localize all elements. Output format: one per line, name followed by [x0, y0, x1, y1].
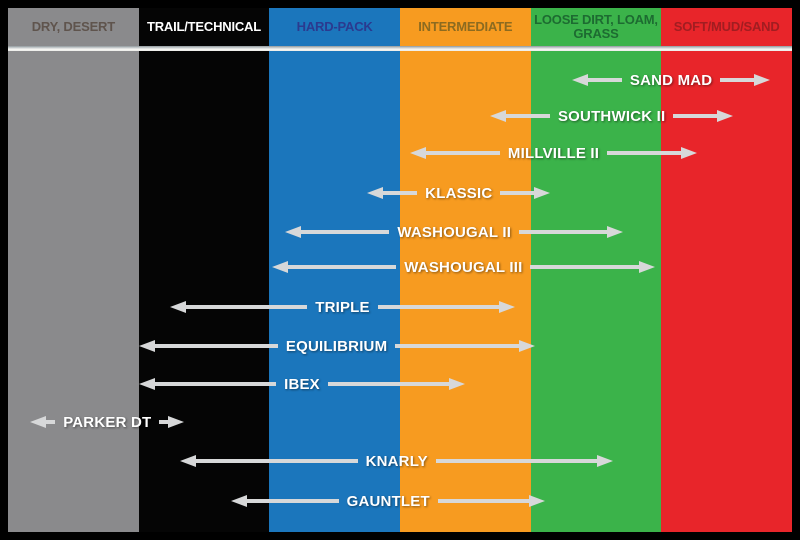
- arrow-right-icon: [168, 416, 185, 428]
- arrow-left-icon: [138, 378, 155, 390]
- tire-row-parker-dt: PARKER DT: [30, 411, 185, 433]
- arrow-right-icon: [717, 110, 734, 122]
- arrow-line: [437, 499, 530, 503]
- column-intermediate: INTERMEDIATE: [400, 8, 531, 532]
- arrow-right-icon: [607, 226, 624, 238]
- tire-label: WASHOUGAL II: [397, 223, 512, 241]
- arrow-left-icon: [231, 495, 248, 507]
- tire-label: EQUILIBRIUM: [285, 337, 388, 355]
- arrow-line: [186, 305, 308, 309]
- header-divider-line: [8, 46, 792, 51]
- arrow-line: [435, 459, 597, 463]
- arrow-line: [377, 305, 499, 309]
- tire-row-washougal-ii: WASHOUGAL II: [285, 221, 624, 243]
- tire-label: MILLVILLE II: [507, 144, 600, 162]
- arrow-line: [247, 499, 339, 503]
- arrow-right-icon: [529, 495, 546, 507]
- arrow-line: [301, 230, 390, 234]
- arrow-line: [154, 382, 277, 386]
- arrow-line: [287, 265, 397, 269]
- arrow-line: [159, 420, 169, 424]
- arrow-right-icon: [518, 340, 535, 352]
- arrow-line: [46, 420, 56, 424]
- arrow-line: [519, 230, 608, 234]
- tire-label: IBEX: [284, 375, 320, 393]
- column-soft-mud-sand: SOFT/MUD/SAND: [661, 8, 792, 532]
- arrow-left-icon: [138, 340, 155, 352]
- column-header-label: INTERMEDIATE: [418, 18, 513, 34]
- arrow-line: [383, 191, 418, 195]
- arrow-right-icon: [534, 187, 551, 199]
- arrow-line: [395, 344, 519, 348]
- tire-row-knarly: KNARLY: [180, 450, 613, 472]
- column-dry-desert: DRY, DESERT: [8, 8, 139, 532]
- arrow-line: [506, 114, 550, 118]
- tire-label: GAUNTLET: [346, 492, 430, 510]
- tire-label: SAND MAD: [629, 71, 713, 89]
- arrow-line: [500, 191, 535, 195]
- column-header-label: HARD-PACK: [296, 18, 373, 34]
- tire-row-millville-ii: MILLVILLE II: [410, 142, 697, 164]
- tire-label: TRIPLE: [315, 298, 370, 316]
- arrow-line: [154, 344, 278, 348]
- chart-board: DRY, DESERT TRAIL/TECHNICAL HARD-PACK INTER…: [8, 8, 792, 532]
- arrow-left-icon: [271, 261, 288, 273]
- tire-row-equilibrium: EQUILIBRIUM: [138, 335, 535, 357]
- column-header-label: SOFT/MUD/SAND: [673, 18, 780, 34]
- tire-label: KLASSIC: [425, 184, 493, 202]
- arrow-left-icon: [170, 301, 187, 313]
- tire-row-ibex: IBEX: [138, 373, 466, 395]
- arrow-left-icon: [285, 226, 301, 238]
- arrow-right-icon: [753, 74, 770, 86]
- tire-label: KNARLY: [365, 452, 428, 470]
- column-header-label: TRAIL/TECHNICAL: [146, 18, 261, 34]
- arrow-line: [196, 459, 358, 463]
- arrow-right-icon: [638, 261, 655, 273]
- arrow-left-icon: [180, 455, 197, 467]
- tire-row-washougal-iii: WASHOUGAL III: [271, 256, 655, 278]
- column-hard-pack: HARD-PACK: [269, 8, 400, 532]
- arrow-right-icon: [680, 147, 697, 159]
- tire-row-southwick-ii: SOUTHWICK II: [490, 105, 734, 127]
- arrow-left-icon: [30, 416, 47, 428]
- column-header-label: DRY, DESERT: [31, 18, 115, 34]
- arrow-left-icon: [490, 110, 507, 122]
- column-header-label: LOOSE DIRT, LOAM, GRASS: [534, 11, 658, 41]
- arrow-line: [327, 382, 450, 386]
- arrow-line: [426, 151, 500, 155]
- arrow-line: [673, 114, 718, 118]
- arrow-left-icon: [410, 147, 427, 159]
- arrow-line: [588, 78, 622, 82]
- arrow-right-icon: [498, 301, 515, 313]
- tire-label: WASHOUGAL III: [404, 258, 523, 276]
- arrow-right-icon: [596, 455, 613, 467]
- arrow-right-icon: [449, 378, 466, 390]
- column-trail-technical: TRAIL/TECHNICAL: [138, 8, 270, 532]
- tire-label: SOUTHWICK II: [557, 107, 666, 125]
- arrow-line: [607, 151, 681, 155]
- tire-row-klassic: KLASSIC: [367, 182, 551, 204]
- tire-row-sand-mad: SAND MAD: [572, 69, 770, 91]
- tire-row-gauntlet: GAUNTLET: [231, 490, 546, 512]
- arrow-left-icon: [367, 187, 384, 199]
- tire-label: PARKER DT: [63, 413, 152, 431]
- tire-row-triple: TRIPLE: [170, 296, 515, 318]
- arrow-left-icon: [572, 74, 589, 86]
- arrow-line: [530, 265, 639, 269]
- arrow-line: [720, 78, 754, 82]
